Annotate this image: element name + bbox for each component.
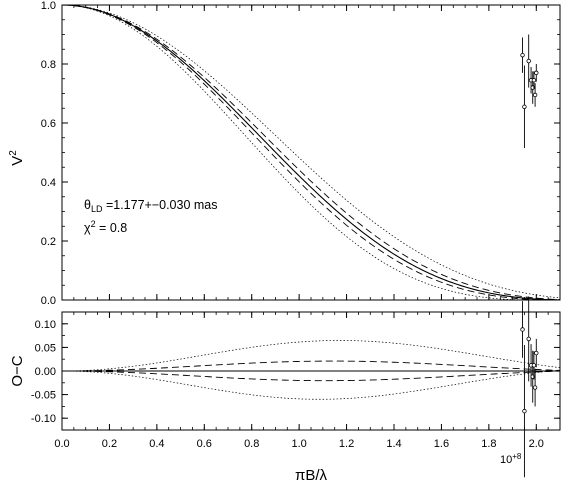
bottom-y-tick-label: 0.00 <box>35 366 56 378</box>
x-multiplier-exp: +8 <box>512 452 522 461</box>
visibility-point <box>520 52 525 58</box>
chi-symbol: χ <box>84 221 91 235</box>
visibility-point <box>526 58 531 64</box>
theta-value: =1.177+−0.030 mas <box>102 198 217 212</box>
x-tick-label: 1.8 <box>481 438 496 450</box>
residual-point <box>522 408 527 414</box>
upper-1sigma-curve <box>61 4 561 301</box>
x-tick-label: 0.6 <box>197 438 212 450</box>
visibility-point <box>532 92 538 98</box>
x-tick-label: 0.2 <box>102 438 117 450</box>
top-y-axis-label-base: V <box>9 156 26 166</box>
bottom-y-tick-label: -0.05 <box>31 390 56 402</box>
chi-value: = 0.8 <box>96 221 128 235</box>
theta-annotation: θLD =1.177+−0.030 mas <box>84 198 218 214</box>
residual-point <box>531 363 537 368</box>
top-model-curves <box>61 4 561 301</box>
x-tick-label: 1.4 <box>386 438 401 450</box>
top-y-tick-label: 0.0 <box>41 295 56 307</box>
upper-3sigma-curve <box>61 4 561 301</box>
visibility-point <box>522 104 527 109</box>
top-y-tick-label: 0.8 <box>41 59 56 71</box>
residual-point <box>532 385 538 390</box>
bottom-y-tick-label: -0.10 <box>31 413 56 425</box>
bottom-y-tick-label: 0.05 <box>35 342 56 354</box>
x-multiplier-label: 10+8 <box>500 452 522 466</box>
x-tick-label: 1.2 <box>339 438 354 450</box>
visibility-point <box>534 70 539 76</box>
lower-3sigma-curve <box>61 4 561 299</box>
bottom-y-tick-label: 0.10 <box>35 319 56 331</box>
top-y-axis-label: V2 <box>8 150 26 166</box>
x-tick-label: 0.8 <box>244 438 259 450</box>
x-tick-label: 1.0 <box>291 438 306 450</box>
x-multiplier-base: 10 <box>500 454 512 466</box>
top-panel-frame <box>61 4 561 301</box>
top-axis-ticks: 0.0 0.2 0.4 0.6 0.8 1.0 <box>41 0 561 307</box>
bottom-y-axis-label: O−C <box>9 355 26 386</box>
bottom-residual-curves <box>61 340 561 400</box>
top-y-tick-label: 1.0 <box>41 0 56 12</box>
x-tick-label: 0.0 <box>54 438 69 450</box>
bottom-axis-ticks: 0.0 0.2 0.4 0.6 0.8 1.0 1.2 1.4 1.6 1.8 2.0 0.10 0.0… <box>31 311 561 450</box>
lower-1sigma-curve <box>61 4 561 301</box>
theta-symbol: θ <box>84 198 91 212</box>
top-data-points <box>520 34 539 149</box>
residual-point <box>534 350 539 356</box>
visibility-point <box>531 78 537 83</box>
top-y-axis-label-sup: 2 <box>8 150 19 156</box>
x-tick-label: 0.4 <box>149 438 164 450</box>
residual-point <box>526 336 531 342</box>
chi-annotation: χ2 = 0.8 <box>84 219 127 235</box>
residual-lower-1sigma-curve <box>62 360 561 372</box>
top-y-tick-label: 0.6 <box>41 118 56 130</box>
residual-lower-3sigma-curve <box>61 340 561 372</box>
residual-upper-1sigma-curve <box>62 370 561 382</box>
x-tick-label: 2.0 <box>529 438 544 450</box>
chi-superscript: 2 <box>91 219 96 229</box>
bottom-residual-points <box>520 296 539 478</box>
top-y-tick-label: 0.2 <box>41 236 56 248</box>
top-y-tick-label: 0.4 <box>41 177 56 189</box>
x-axis-label: πB/λ <box>295 467 328 484</box>
residual-point <box>520 327 525 332</box>
x-tick-label: 1.6 <box>434 438 449 450</box>
theta-subscript: LD <box>91 204 103 214</box>
best-fit-curve <box>61 4 561 301</box>
